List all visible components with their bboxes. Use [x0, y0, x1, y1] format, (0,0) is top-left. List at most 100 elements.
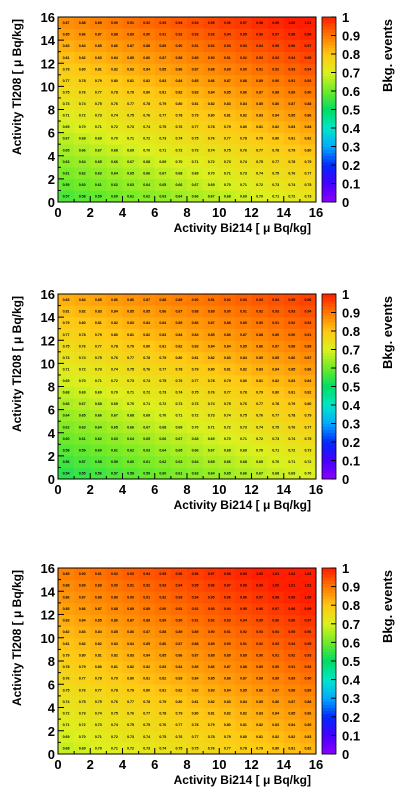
- heatmap-cell-label: 0.70: [175, 160, 182, 164]
- heatmap-cell-label: 0.90: [224, 310, 231, 314]
- y-tick-label: 2: [48, 449, 55, 464]
- heatmap-cell: [170, 86, 188, 99]
- heatmap-cell-label: 0.87: [240, 677, 247, 681]
- heatmap-cell-label: 0.82: [192, 688, 199, 692]
- heatmap-cell: [283, 568, 301, 580]
- heatmap-cell-label: 0.69: [288, 472, 295, 476]
- heatmap-cell: [203, 398, 220, 410]
- heatmap-cell: [187, 579, 204, 592]
- heatmap-cell: [138, 626, 156, 639]
- heatmap-cell: [299, 661, 317, 673]
- color-bar-segment: [322, 472, 336, 477]
- heatmap-cell: [90, 695, 107, 708]
- heatmap-cell-label: 0.94: [272, 630, 279, 634]
- heatmap-cell-label: 0.86: [256, 688, 263, 692]
- heatmap-cell-label: 0.74: [240, 160, 247, 164]
- color-bar-segment: [322, 312, 336, 316]
- heatmap-cell: [58, 695, 75, 708]
- heatmap-cell-label: 0.80: [127, 677, 134, 681]
- heatmap-cell-label: 0.91: [127, 21, 134, 25]
- heatmap-cell-label: 0.62: [111, 183, 118, 187]
- heatmap-cell-label: 0.79: [224, 125, 231, 129]
- heatmap-cell-label: 0.66: [143, 171, 150, 175]
- heatmap-cell-label: 0.82: [95, 642, 102, 646]
- heatmap-cell: [299, 637, 317, 650]
- color-bar-segment: [322, 707, 336, 711]
- heatmap-cell: [187, 684, 204, 697]
- heatmap-cell-label: 0.86: [111, 44, 118, 48]
- heatmap-cell: [203, 742, 220, 755]
- heatmap-cell: [267, 626, 285, 639]
- heatmap-cell: [267, 695, 285, 708]
- heatmap-cell: [203, 626, 220, 639]
- heatmap-cell: [251, 317, 268, 329]
- heatmap-cell-label: 0.71: [95, 125, 102, 129]
- heatmap-cell: [138, 97, 156, 110]
- heatmap-cell-label: 0.88: [240, 665, 247, 669]
- heatmap-cell-label: 0.72: [143, 391, 150, 395]
- heatmap-cell-label: 0.73: [159, 137, 166, 141]
- heatmap-cell-label: 0.83: [288, 379, 295, 383]
- z-tick-label: 0: [342, 472, 349, 487]
- heatmap-cell: [219, 467, 236, 480]
- color-bar-segment: [322, 180, 336, 184]
- heatmap-cell: [267, 602, 285, 615]
- color-bar-segment: [322, 121, 336, 126]
- heatmap-cell: [138, 661, 156, 673]
- heatmap-cell-label: 0.81: [288, 746, 295, 750]
- color-bar-segment: [322, 47, 336, 52]
- heatmap-cell-label: 0.86: [208, 665, 215, 669]
- heatmap-cell: [138, 432, 156, 445]
- heatmap-cell: [203, 455, 220, 468]
- heatmap-cell: [90, 614, 107, 627]
- heatmap-cell-label: 0.75: [159, 379, 166, 383]
- heatmap-cell-label: 0.59: [79, 448, 86, 452]
- heatmap-cell-label: 0.84: [143, 321, 150, 325]
- heatmap-cell-label: 0.74: [288, 183, 295, 187]
- heatmap-cell-label: 0.65: [208, 460, 215, 464]
- color-bar-segment: [322, 94, 336, 98]
- heatmap-cell-label: 0.69: [192, 171, 199, 175]
- heatmap-cell-label: 0.81: [143, 677, 150, 681]
- heatmap-cell-label: 0.58: [127, 472, 134, 476]
- heatmap-cell-label: 0.67: [127, 160, 134, 164]
- heatmap-cell-label: 0.71: [95, 379, 102, 383]
- heatmap-cell: [251, 144, 268, 157]
- heatmap-cell-label: 0.86: [159, 642, 166, 646]
- heatmap-cell: [138, 695, 156, 708]
- heatmap-cell-label: 0.74: [95, 712, 102, 716]
- heatmap-cell-label: 0.74: [143, 125, 150, 129]
- heatmap-cell-label: 0.89: [208, 642, 215, 646]
- heatmap-cell: [299, 602, 317, 615]
- heatmap-cell: [219, 579, 236, 592]
- heatmap-cell-label: 0.85: [127, 310, 134, 314]
- z-tick-label: 0.2: [342, 435, 360, 450]
- heatmap-cell: [122, 305, 139, 318]
- heatmap-cell: [187, 626, 204, 639]
- heatmap-cell-label: 0.86: [63, 595, 70, 599]
- heatmap-cell: [203, 121, 220, 133]
- heatmap-cell-label: 0.63: [111, 437, 118, 441]
- heatmap-cell: [251, 178, 268, 191]
- heatmap-cell-label: 0.64: [175, 195, 182, 199]
- heatmap-cell: [106, 109, 123, 122]
- heatmap-cell-label: 0.93: [159, 21, 166, 25]
- y-tick-label: 10: [41, 631, 55, 646]
- heatmap-cell: [90, 294, 107, 306]
- heatmap-cell-label: 0.86: [304, 114, 311, 118]
- color-bar-segment: [322, 460, 336, 464]
- heatmap-cell: [122, 167, 139, 180]
- color-bar-segment: [322, 334, 336, 338]
- heatmap-cell: [283, 155, 301, 168]
- color-bar-segment: [322, 392, 336, 397]
- heatmap-cell: [154, 190, 172, 203]
- heatmap-cell: [187, 467, 204, 480]
- heatmap-cell-label: 0.85: [208, 677, 215, 681]
- heatmap-cell: [283, 409, 301, 422]
- heatmap-cell-label: 0.82: [224, 712, 231, 716]
- heatmap-cell: [170, 695, 188, 708]
- heatmap-cell: [74, 637, 91, 650]
- heatmap-cell: [187, 294, 204, 306]
- color-bar-segment: [322, 633, 336, 637]
- heatmap-cell: [187, 374, 204, 387]
